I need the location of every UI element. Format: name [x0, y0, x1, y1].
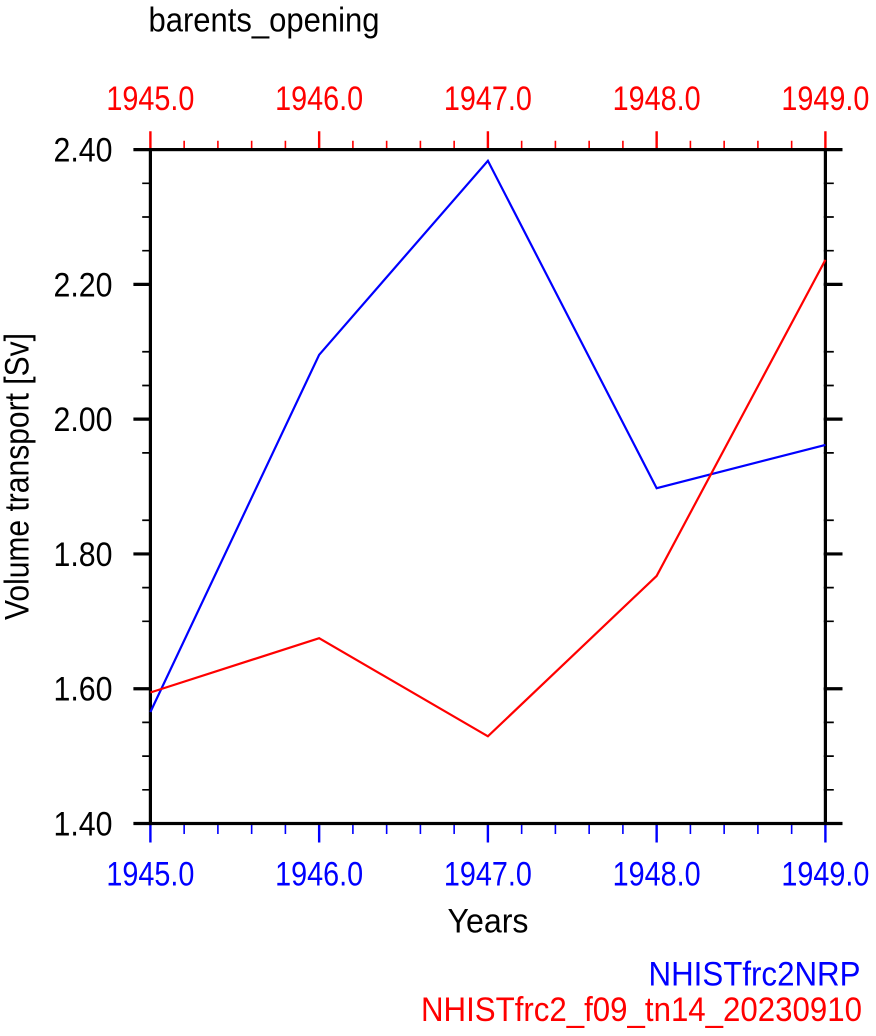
svg-text:2.00: 2.00: [54, 401, 113, 439]
svg-text:NHISTfrc2NRP: NHISTfrc2NRP: [649, 955, 861, 993]
svg-text:Volume transport [Sv]: Volume transport [Sv]: [0, 333, 37, 620]
svg-text:1945.0: 1945.0: [106, 856, 194, 894]
svg-text:barents_opening: barents_opening: [149, 2, 380, 40]
svg-text:1949.0: 1949.0: [781, 856, 869, 894]
svg-text:Years: Years: [448, 902, 529, 940]
svg-text:1.60: 1.60: [54, 671, 113, 709]
svg-text:1947.0: 1947.0: [444, 856, 532, 894]
svg-text:1949.0: 1949.0: [781, 80, 869, 118]
svg-text:1947.0: 1947.0: [444, 80, 532, 118]
svg-text:NHISTfrc2_f09_tn14_20230910: NHISTfrc2_f09_tn14_20230910: [421, 991, 862, 1029]
svg-text:2.20: 2.20: [54, 266, 113, 304]
svg-text:1945.0: 1945.0: [106, 80, 194, 118]
svg-text:2.40: 2.40: [54, 132, 113, 170]
svg-text:1.80: 1.80: [54, 536, 113, 574]
svg-text:1948.0: 1948.0: [613, 80, 701, 118]
svg-text:1948.0: 1948.0: [613, 856, 701, 894]
svg-text:1.40: 1.40: [54, 805, 113, 843]
svg-text:1946.0: 1946.0: [275, 856, 363, 894]
svg-text:1946.0: 1946.0: [275, 80, 363, 118]
